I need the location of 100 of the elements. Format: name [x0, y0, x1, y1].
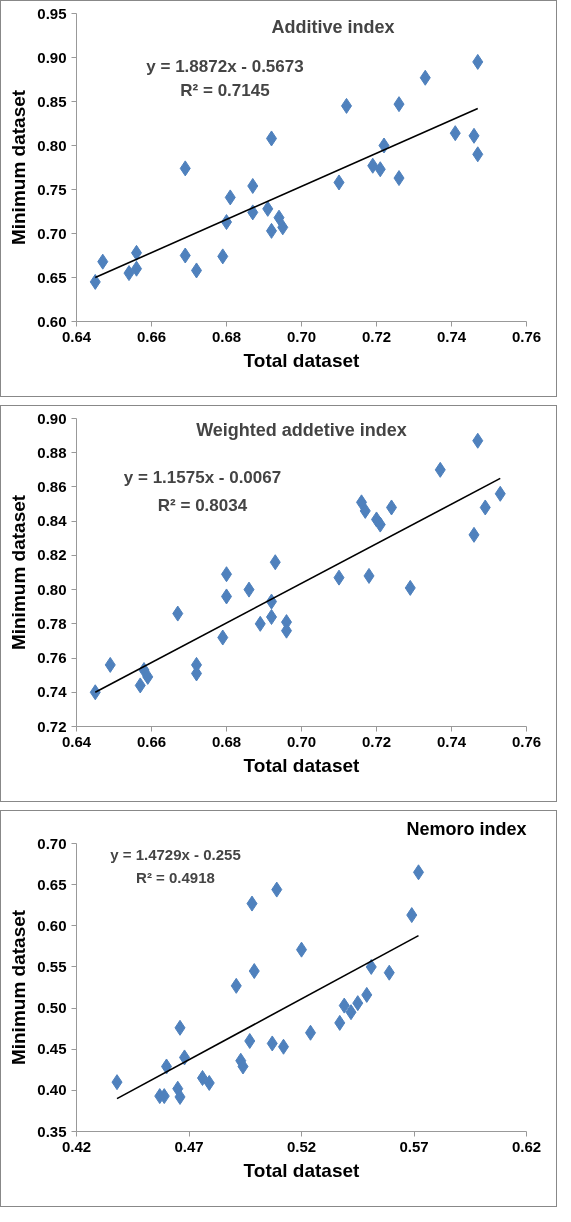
x-tick-label: 0.57	[399, 1137, 429, 1155]
x-axis-title: Total dataset	[243, 754, 361, 776]
point	[472, 432, 484, 449]
point	[393, 96, 405, 113]
point	[363, 567, 375, 584]
point	[333, 174, 345, 191]
point	[334, 1014, 346, 1031]
point	[111, 1074, 123, 1091]
point	[333, 569, 345, 586]
annotation: R² = 0.7145	[180, 81, 270, 101]
y-tick-label: 0.95	[37, 4, 67, 22]
point	[338, 997, 350, 1014]
x-tick-label: 0.74	[436, 732, 467, 750]
annotation: R² = 0.8034	[157, 495, 248, 515]
point	[472, 146, 484, 163]
point	[479, 499, 491, 516]
point	[217, 248, 229, 265]
point	[247, 204, 259, 221]
y-tick-label: 0.90	[37, 409, 67, 427]
point	[97, 253, 109, 270]
point	[89, 273, 101, 290]
point	[179, 160, 191, 177]
x-tick-label: 0.52	[286, 1137, 317, 1155]
x-tick-label: 0.68	[211, 732, 242, 750]
point	[383, 964, 395, 981]
y-tick-label: 0.72	[37, 717, 67, 735]
point	[174, 1019, 186, 1036]
y-tick-label: 0.75	[37, 180, 67, 198]
point	[224, 189, 236, 206]
y-tick-label: 0.50	[37, 999, 67, 1017]
y-tick-label: 0.80	[37, 136, 67, 154]
point	[494, 485, 506, 502]
x-tick-label: 0.62	[511, 1137, 542, 1155]
x-tick-label: 0.42	[61, 1137, 92, 1155]
annotation: R² = 0.4918	[136, 869, 215, 887]
point	[104, 656, 116, 673]
point	[172, 605, 184, 622]
y-tick-label: 0.78	[37, 614, 67, 632]
point	[244, 1032, 256, 1049]
x-axis-title: Total dataset	[243, 1159, 361, 1181]
y-tick-label: 0.74	[37, 683, 68, 701]
point	[367, 157, 379, 174]
x-tick-label: 0.70	[286, 327, 317, 345]
x-tick-label: 0.72	[361, 732, 392, 750]
y-tick-label: 0.82	[37, 546, 67, 564]
y-tick-label: 0.85	[37, 92, 67, 110]
point	[123, 265, 135, 282]
x-tick-label: 0.72	[361, 327, 392, 345]
point	[269, 554, 281, 571]
y-tick-label: 0.60	[37, 916, 67, 934]
point	[406, 907, 418, 924]
y-tick-label: 0.80	[37, 580, 67, 598]
point	[142, 668, 154, 685]
y-axis-title: Minimum dataset	[8, 909, 30, 1066]
point	[262, 200, 274, 217]
x-axis-title: Total dataset	[243, 349, 361, 371]
point	[243, 581, 255, 598]
point	[468, 526, 480, 543]
point	[230, 977, 242, 994]
x-tick-label: 0.68	[211, 327, 242, 345]
point	[374, 516, 386, 533]
point	[393, 170, 405, 187]
point	[365, 958, 377, 975]
chart-title: Nemoro index	[406, 818, 527, 839]
y-tick-label: 0.70	[37, 834, 67, 852]
point	[89, 684, 101, 701]
point	[248, 963, 260, 980]
y-tick-label: 0.60	[37, 312, 67, 330]
point	[449, 125, 461, 142]
y-tick-label: 0.76	[37, 649, 67, 667]
point	[273, 209, 285, 226]
x-tick-label: 0.47	[174, 1137, 204, 1155]
y-tick-label: 0.70	[37, 224, 67, 242]
annotation: y = 1.1575x - 0.0067	[123, 467, 282, 487]
y-axis-title: Minimum dataset	[8, 89, 30, 246]
x-tick-label: 0.66	[136, 327, 167, 345]
y-tick-label: 0.35	[37, 1122, 67, 1140]
chart-title: Weighted addetive index	[196, 420, 407, 441]
x-tick-label: 0.74	[436, 327, 467, 345]
y-tick-label: 0.90	[37, 48, 67, 66]
y-tick-label: 0.65	[37, 875, 67, 893]
point	[246, 895, 258, 912]
point	[404, 579, 416, 596]
point	[472, 53, 484, 70]
x-tick-label: 0.70	[286, 732, 317, 750]
point	[271, 881, 283, 898]
chart-title: Additive index	[271, 16, 395, 37]
y-tick-label: 0.55	[37, 957, 67, 975]
point	[254, 615, 266, 632]
y-tick-label: 0.65	[37, 268, 67, 286]
annotation: y = 1.4729x - 0.255	[110, 846, 241, 864]
point	[345, 1004, 357, 1021]
point	[247, 177, 259, 194]
y-tick-label: 0.45	[37, 1040, 67, 1058]
y-axis-title: Minimum dataset	[8, 494, 30, 651]
x-tick-label: 0.66	[136, 732, 167, 750]
annotation: y = 1.8872x - 0.5673	[146, 56, 304, 76]
x-tick-label: 0.76	[511, 327, 542, 345]
y-tick-label: 0.86	[37, 477, 67, 495]
y-tick-label: 0.40	[37, 1081, 67, 1099]
